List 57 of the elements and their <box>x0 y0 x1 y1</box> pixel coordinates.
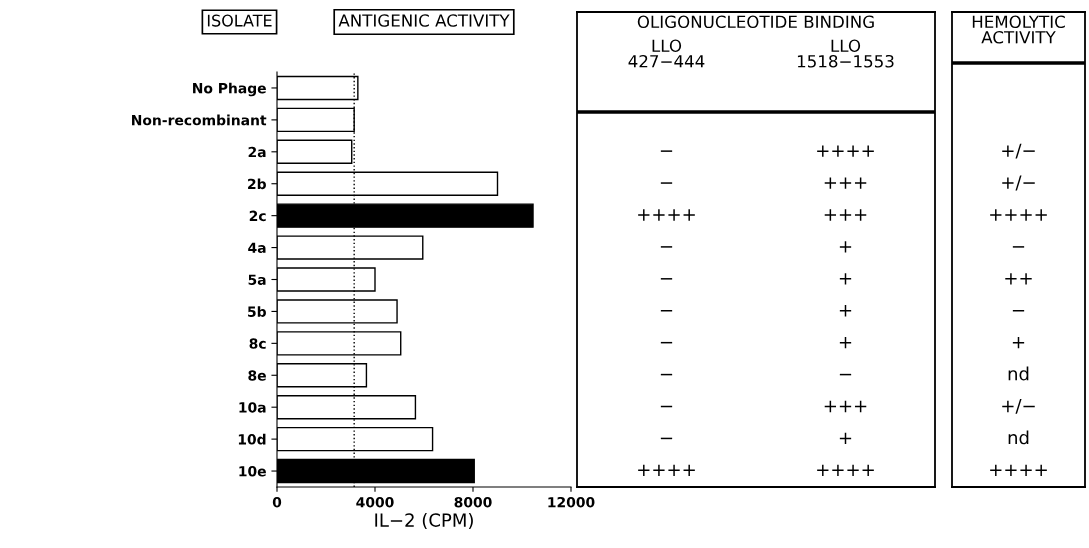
text: − <box>660 182 673 184</box>
y-tick-label: 10a <box>239 402 266 413</box>
text: − <box>660 278 673 280</box>
y-tick-label: 2b <box>248 178 266 190</box>
text: − <box>660 310 673 312</box>
text: HEMOLYTIC ACTIVITY <box>972 15 1065 44</box>
text: +/− <box>1002 175 1035 191</box>
text: ++++ <box>638 209 695 221</box>
y-tick-label: 5a <box>248 274 266 285</box>
text: − <box>1012 310 1025 312</box>
category-label: LLO 1518−1553 <box>797 39 894 68</box>
text: ++++ <box>817 464 874 477</box>
x-tick-label: 4000 <box>356 496 394 508</box>
text: + <box>839 432 852 445</box>
y-tick-label: 2c <box>249 210 266 222</box>
category-label: LLO 427−444 <box>628 39 705 68</box>
text: ++++ <box>990 464 1047 477</box>
text: +/− <box>1002 143 1035 159</box>
text: +++ <box>824 209 867 221</box>
x-axis-title: IL−2 (CPM) <box>375 512 473 530</box>
y-tick-label: 2a <box>248 146 266 158</box>
text: + <box>839 305 852 317</box>
y-tick-label: 10e <box>239 466 266 477</box>
x-tick-label: 12000 <box>548 496 595 508</box>
text: +/− <box>1002 399 1035 414</box>
y-axis-title: ISOLATE <box>207 14 272 27</box>
y-tick-label: No Phage <box>193 82 266 97</box>
text: − <box>660 373 673 376</box>
text: − <box>660 246 673 248</box>
y-tick-label: 8c <box>249 338 266 349</box>
y-tick-label: 5b <box>248 306 266 317</box>
text: OLIGONUCLEOTIDE BINDING <box>637 15 874 29</box>
text: nd <box>1008 430 1029 445</box>
text: − <box>660 437 673 440</box>
x-tick-label: 0 <box>272 496 282 508</box>
text: − <box>1012 246 1025 248</box>
text: − <box>660 150 673 152</box>
text: + <box>839 241 852 253</box>
text: + <box>839 337 852 349</box>
text: ++++ <box>990 209 1047 221</box>
text: − <box>660 405 673 408</box>
y-tick-label: 8e <box>248 370 266 381</box>
x-tick-label: 8000 <box>454 496 492 508</box>
text: − <box>839 373 852 376</box>
text: ++++ <box>817 145 874 157</box>
text: − <box>660 341 673 344</box>
y-tick-label: Non-recombinant <box>132 114 267 126</box>
text: +++ <box>824 400 867 413</box>
text: nd <box>1008 366 1029 381</box>
text: ++ <box>1005 273 1032 285</box>
text: ++++ <box>638 464 695 477</box>
text: +++ <box>824 177 867 189</box>
y-tick-label: 10d <box>238 433 266 445</box>
text: + <box>839 273 852 285</box>
y-tick-label: 4a <box>248 242 266 254</box>
chart-title: ANTIGENIC ACTIVITY <box>338 14 510 27</box>
text: + <box>1012 337 1025 349</box>
